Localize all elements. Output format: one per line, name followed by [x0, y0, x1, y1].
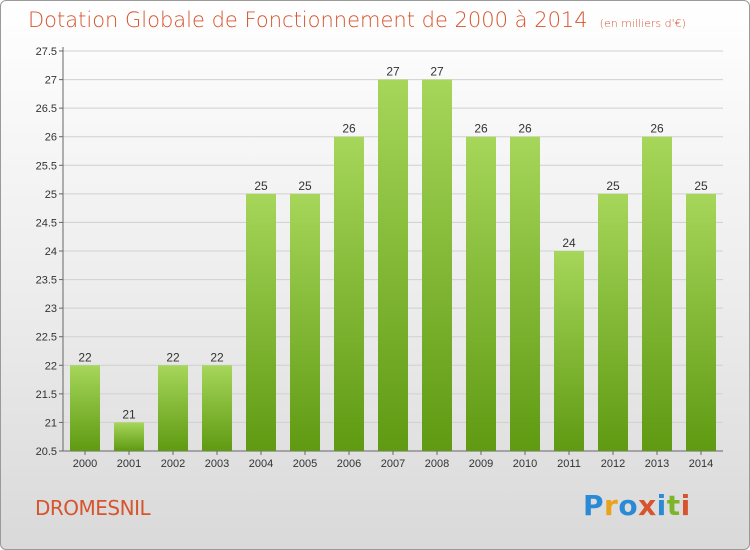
data-label: 22 — [166, 350, 180, 364]
y-tick-label: 25.5 — [36, 160, 57, 172]
bar — [510, 136, 540, 451]
data-label: 27 — [386, 65, 400, 79]
bar — [598, 193, 628, 451]
bar — [114, 422, 144, 451]
y-tick-label: 26.5 — [36, 103, 57, 115]
data-label: 21 — [122, 407, 136, 421]
data-label: 26 — [342, 122, 356, 136]
data-label: 24 — [562, 236, 576, 250]
y-tick-label: 23.5 — [36, 275, 57, 287]
chart-title-text: Dotation Globale de Fonctionnement de 20… — [28, 8, 588, 32]
data-label: 26 — [650, 122, 664, 136]
x-tick-label: 2005 — [293, 458, 317, 470]
data-label: 25 — [298, 179, 312, 193]
x-tick-label: 2003 — [205, 458, 229, 470]
x-tick-label: 2000 — [73, 458, 97, 470]
x-tick-label: 2009 — [469, 458, 493, 470]
x-tick-label: 2004 — [249, 458, 273, 470]
chart-title: Dotation Globale de Fonctionnement de 20… — [28, 8, 686, 32]
y-tick-label: 21 — [45, 417, 57, 429]
bar — [686, 193, 716, 451]
logo-letter: P — [583, 489, 605, 522]
y-tick-label: 23 — [45, 303, 57, 315]
bars — [70, 79, 716, 452]
data-label: 25 — [254, 179, 268, 193]
logo-letter: o — [618, 489, 639, 522]
y-tick-label: 25 — [45, 189, 57, 201]
x-tick-label: 2006 — [337, 458, 361, 470]
x-tick-label: 2010 — [513, 458, 537, 470]
y-tick-label: 27 — [45, 75, 57, 87]
y-tick-label: 22.5 — [36, 332, 57, 344]
x-tick-label: 2011 — [557, 458, 581, 470]
bar — [554, 251, 584, 451]
chart-unit: (en milliers d'€) — [599, 17, 686, 30]
logo-letter: i — [680, 489, 691, 522]
data-label: 22 — [210, 350, 224, 364]
data-label: 22 — [78, 350, 92, 364]
bar — [334, 136, 364, 451]
bar — [290, 193, 320, 451]
logo-letter: r — [604, 489, 619, 522]
data-label: 26 — [518, 122, 532, 136]
bar — [70, 365, 100, 451]
tick-labels: 20.5 21 21.5 22 22.5 23 23.5 24 24.5 25 25.5 26 26.5… — [36, 46, 714, 470]
data-labels: 22 21 22 22 25 25 26 27 27 26 26 24 25 26 25 — [78, 65, 708, 422]
logo-letter: t — [666, 489, 681, 522]
x-tick-label: 2007 — [381, 458, 405, 470]
x-tick-label: 2008 — [425, 458, 449, 470]
y-tick-label: 24 — [45, 246, 57, 258]
bar — [466, 136, 496, 451]
data-label: 27 — [430, 65, 444, 79]
proxiti-logo-text: Proxiti — [583, 489, 691, 522]
x-tick-label: 2001 — [117, 458, 141, 470]
y-tick-label: 26 — [45, 132, 57, 144]
bar — [378, 79, 408, 452]
y-tick-label: 20.5 — [36, 446, 57, 458]
proxiti-logo[interactable]: Proxiti — [583, 489, 691, 522]
logo-letter: i — [656, 489, 667, 522]
y-tick-label: 22 — [45, 360, 57, 372]
bar — [246, 193, 276, 451]
bar — [422, 79, 452, 452]
bar — [642, 136, 672, 451]
bar — [202, 365, 232, 451]
x-tick-label: 2013 — [645, 458, 669, 470]
x-tick-label: 2002 — [161, 458, 185, 470]
logo-letter: x — [638, 489, 657, 522]
commune-name: DROMESNIL — [35, 496, 151, 520]
data-label: 25 — [606, 179, 620, 193]
data-label: 26 — [474, 122, 488, 136]
y-tick-label: 27.5 — [36, 46, 57, 58]
x-tick-label: 2014 — [689, 458, 713, 470]
y-tick-label: 24.5 — [36, 217, 57, 229]
bar — [158, 365, 188, 451]
y-tick-label: 21.5 — [36, 389, 57, 401]
data-label: 25 — [694, 179, 708, 193]
x-tick-label: 2012 — [601, 458, 625, 470]
